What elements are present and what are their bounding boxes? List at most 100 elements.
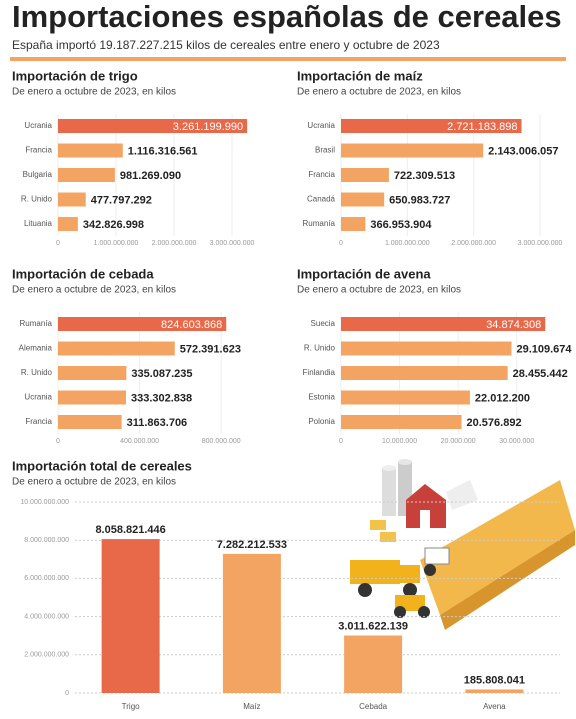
bar	[101, 539, 160, 693]
panel-title: Importación total de cereales	[12, 458, 192, 473]
category-label: Rumanía	[303, 219, 336, 228]
category-label: Lituania	[24, 219, 53, 228]
category-label: R. Unido	[21, 195, 53, 204]
value-label: 342.826.998	[83, 219, 144, 231]
category-label: Brasil	[315, 146, 335, 155]
x-tick-label: 3.000.000.000	[210, 240, 255, 247]
x-tick-label: 0	[339, 240, 343, 247]
value-label: 3.011.622.139	[338, 620, 408, 632]
x-tick-label: Maíz	[243, 702, 260, 711]
value-label: 366.953.904	[370, 219, 432, 231]
category-label: Francia	[308, 170, 335, 179]
value-label: 29.109.674	[516, 343, 572, 355]
value-label: 572.391.623	[180, 343, 241, 355]
x-tick-label: Trigo	[122, 702, 140, 711]
value-label: 20.576.892	[467, 417, 522, 429]
value-label: 8.058.821.446	[95, 524, 165, 536]
page-title: Importaciones españolas de cereales	[12, 0, 562, 34]
panel-title: Importación de trigo	[12, 68, 138, 83]
x-tick-label: 800.000.000	[202, 438, 241, 445]
category-label: R. Unido	[304, 344, 336, 353]
bar	[58, 341, 175, 356]
panel-title: Importación de cebada	[12, 266, 154, 281]
x-tick-label: 400.000.000	[120, 438, 159, 445]
category-label: Bulgaria	[23, 170, 53, 179]
value-label: 824.603.868	[161, 319, 222, 331]
x-tick-label: 0	[56, 240, 60, 247]
value-label: 7.282.212.533	[217, 539, 287, 551]
y-tick-label: 6.000.000.000	[24, 575, 69, 582]
bar	[222, 553, 281, 693]
value-label: 185.808.041	[464, 674, 525, 686]
value-label: 650.983.727	[389, 194, 450, 206]
x-tick-label: 2.000.000.000	[152, 240, 197, 247]
value-label: 722.309.513	[394, 170, 455, 182]
bar	[58, 415, 122, 429]
category-label: Suecia	[311, 319, 336, 328]
x-tick-label: Cebada	[359, 702, 388, 711]
x-tick-label: 0	[56, 438, 60, 445]
x-tick-label: Avena	[483, 702, 506, 711]
stripe	[10, 57, 566, 61]
y-tick-label: 4.000.000.000	[24, 613, 69, 620]
value-label: 981.269.090	[120, 170, 181, 182]
bar	[58, 390, 126, 405]
bar	[58, 119, 248, 133]
category-label: Polonia	[308, 417, 335, 426]
value-label: 1.116.316.561	[128, 145, 198, 157]
farm-illustration	[350, 459, 575, 630]
value-label: 28.455.442	[513, 368, 568, 380]
category-label: Francia	[25, 146, 52, 155]
bar	[58, 143, 123, 158]
x-tick-label: 1.000.000.000	[385, 240, 430, 247]
bar	[58, 366, 127, 380]
category-label: Ucrania	[24, 393, 52, 402]
value-label: 34.874.308	[486, 319, 541, 331]
category-label: Estonia	[308, 393, 335, 402]
x-tick-label: 2.000.000.000	[451, 240, 496, 247]
x-tick-label: 10.000.000	[382, 438, 417, 445]
bar	[341, 341, 512, 356]
value-label: 3.261.199.990	[173, 121, 243, 133]
value-label: 335.087.235	[131, 368, 192, 380]
bar	[341, 192, 385, 207]
value-label: 2.143.006.057	[488, 145, 558, 157]
value-label: 477.797.292	[91, 194, 152, 206]
x-tick-label: 0	[339, 438, 343, 445]
bar	[341, 366, 508, 380]
panel-subtitle: De enero a octubre de 2023, en kilos	[297, 87, 461, 98]
category-label: Ucrania	[307, 121, 335, 130]
panel-subtitle: De enero a octubre de 2023, en kilos	[297, 285, 461, 296]
panel-subtitle: De enero a octubre de 2023, en kilos	[12, 285, 176, 296]
panel-subtitle: De enero a octubre de 2023, en kilos	[12, 477, 176, 488]
value-label: 333.302.838	[131, 392, 192, 404]
bar	[341, 168, 389, 182]
category-label: Ucrania	[24, 121, 52, 130]
category-label: Alemania	[19, 344, 53, 353]
value-label: 2.721.183.898	[447, 121, 517, 133]
x-tick-label: 20.000.000	[441, 438, 476, 445]
y-tick-label: 8.000.000.000	[24, 537, 69, 544]
x-tick-label: 3.000.000.000	[518, 240, 563, 247]
bar	[465, 689, 524, 693]
category-label: Canadá	[307, 195, 336, 204]
bar	[58, 168, 115, 182]
panel-subtitle: De enero a octubre de 2023, en kilos	[12, 87, 176, 98]
category-label: Rumanía	[20, 319, 53, 328]
bar	[341, 415, 462, 429]
bar	[341, 119, 522, 133]
category-label: Francia	[25, 417, 52, 426]
panel-title: Importación de avena	[297, 266, 431, 281]
x-tick-label: 1.000.000.000	[94, 240, 139, 247]
bar	[341, 143, 484, 158]
bar	[58, 217, 78, 231]
y-tick-label: 10.000.000.000	[20, 499, 69, 506]
bar	[341, 217, 366, 231]
bar	[58, 192, 86, 207]
bar	[344, 635, 403, 693]
value-label: 311.863.706	[127, 417, 188, 429]
y-tick-label: 0	[65, 690, 69, 697]
value-label: 22.012.200	[475, 392, 530, 404]
bar	[341, 390, 470, 405]
